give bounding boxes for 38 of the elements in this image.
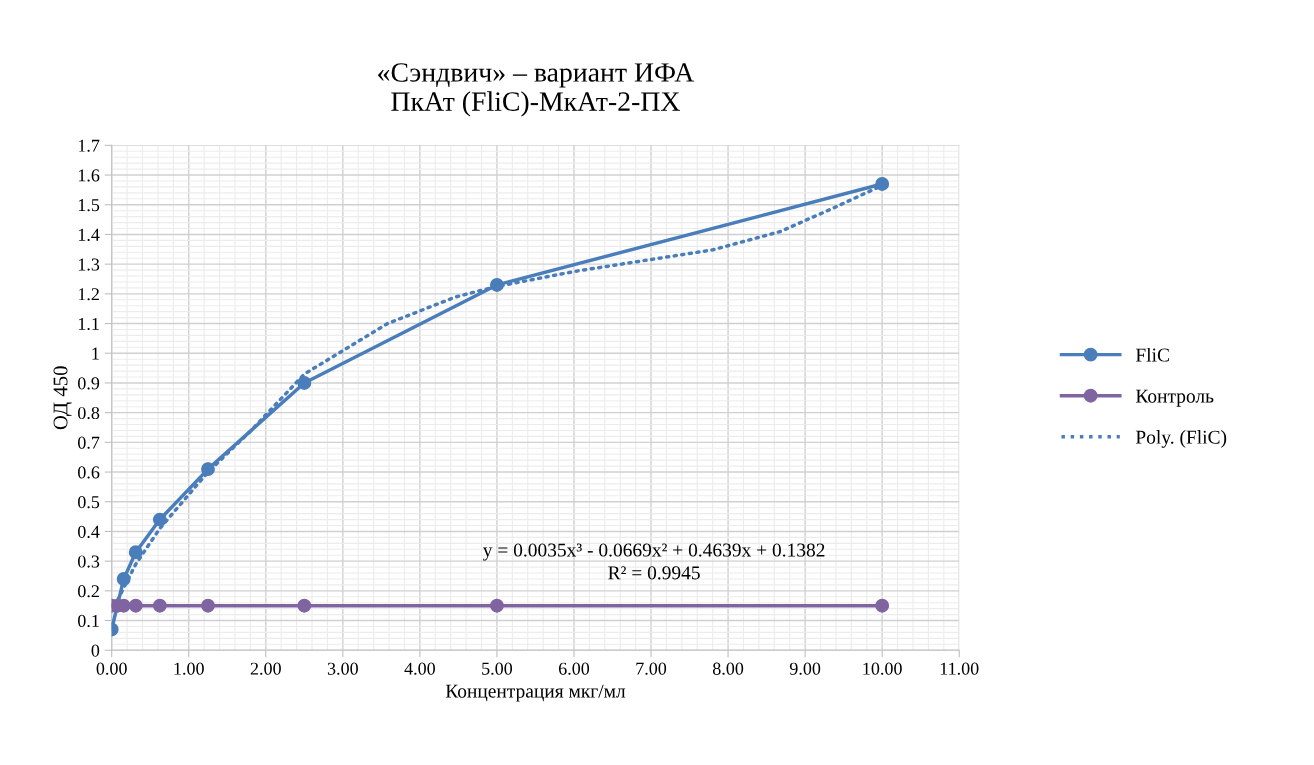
y-tick-label: 0.4: [78, 525, 100, 538]
legend-label: Poly. (FliC): [1135, 430, 1227, 448]
y-tick-label: 1.7: [78, 139, 100, 152]
y-tick-label: 0.8: [78, 406, 100, 420]
x-tick-label: 2.00: [250, 662, 281, 675]
x-tick-label: 11.00: [940, 662, 979, 675]
y-tick-label: 1.4: [78, 228, 100, 241]
y-tick-label: 0.6: [78, 466, 100, 479]
y-tick-label: 1.5: [78, 199, 100, 212]
legend-label: FliC: [1135, 347, 1169, 362]
x-tick-label: 1.00: [174, 662, 204, 675]
chart-title: «Сэндвич» – вариант ИФА ПкАт (FliC)-МкАт-2-ПХ: [378, 63, 695, 117]
y-tick-label: 1.3: [78, 258, 100, 271]
y-tick-label: 1.1: [78, 317, 99, 331]
x-tick-label: 3.00: [327, 662, 358, 675]
y-tick-label: 0.7: [78, 436, 100, 449]
x-tick-label: 6.00: [558, 662, 590, 675]
legend-label: Контроль: [1135, 389, 1214, 407]
y-tick-label: 1.6: [78, 169, 100, 182]
x-axis-title: Концентрация мкг/мл: [445, 684, 626, 702]
x-tick-label: 8.00: [712, 662, 744, 675]
x-tick-label: 5.00: [482, 662, 513, 675]
y-tick-label: 0.2: [78, 585, 99, 598]
y-axis-title: ОД 450: [53, 366, 72, 430]
x-tick-label: 4.00: [404, 662, 435, 675]
y-tick-label: 0.1: [78, 614, 99, 628]
annotation: y = 0.0035x³ - 0.0669x² + 0.4639x + 0.1382: [483, 543, 825, 561]
y-tick-label: 0.9: [78, 377, 100, 390]
x-tick-label: 7.00: [636, 662, 667, 675]
y-tick-label: 1: [92, 347, 99, 360]
x-tick-label: 9.00: [789, 662, 821, 675]
annotation: R² = 0.9945: [608, 566, 700, 580]
x-tick-label: 10.00: [863, 662, 902, 675]
y-tick-label: 0.5: [78, 496, 100, 509]
y-tick-label: 0.3: [78, 555, 100, 568]
y-tick-label: 0: [91, 644, 100, 657]
y-tick-label: 1.2: [78, 288, 99, 301]
x-tick-label: 0.00: [96, 662, 127, 675]
